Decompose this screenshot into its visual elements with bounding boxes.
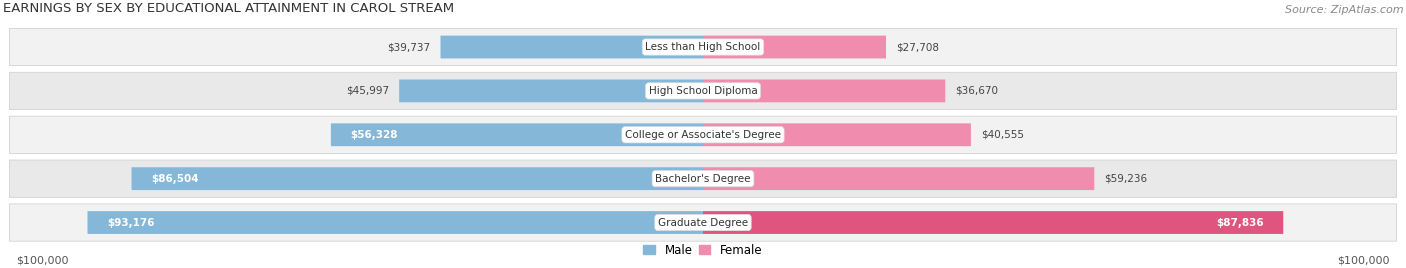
Text: $39,737: $39,737 xyxy=(388,42,430,52)
FancyBboxPatch shape xyxy=(10,160,1396,197)
Text: EARNINGS BY SEX BY EDUCATIONAL ATTAINMENT IN CAROL STREAM: EARNINGS BY SEX BY EDUCATIONAL ATTAINMEN… xyxy=(3,2,454,16)
FancyBboxPatch shape xyxy=(399,80,703,102)
FancyBboxPatch shape xyxy=(132,167,703,190)
Text: $45,997: $45,997 xyxy=(346,86,389,96)
FancyBboxPatch shape xyxy=(703,211,1284,234)
Text: $93,176: $93,176 xyxy=(107,218,155,228)
Text: College or Associate's Degree: College or Associate's Degree xyxy=(626,130,780,140)
FancyBboxPatch shape xyxy=(703,36,886,58)
FancyBboxPatch shape xyxy=(10,204,1396,241)
Text: $40,555: $40,555 xyxy=(981,130,1024,140)
FancyBboxPatch shape xyxy=(703,80,945,102)
Legend: Male, Female: Male, Female xyxy=(644,244,762,257)
FancyBboxPatch shape xyxy=(10,116,1396,153)
FancyBboxPatch shape xyxy=(703,167,1094,190)
FancyBboxPatch shape xyxy=(703,123,972,146)
Text: High School Diploma: High School Diploma xyxy=(648,86,758,96)
FancyBboxPatch shape xyxy=(87,211,703,234)
FancyBboxPatch shape xyxy=(10,28,1396,66)
Text: $59,236: $59,236 xyxy=(1104,174,1147,184)
Text: $27,708: $27,708 xyxy=(896,42,939,52)
FancyBboxPatch shape xyxy=(330,123,703,146)
Text: Less than High School: Less than High School xyxy=(645,42,761,52)
Text: Graduate Degree: Graduate Degree xyxy=(658,218,748,228)
Text: $56,328: $56,328 xyxy=(350,130,398,140)
Text: $87,836: $87,836 xyxy=(1216,218,1264,228)
FancyBboxPatch shape xyxy=(10,72,1396,110)
Text: Bachelor's Degree: Bachelor's Degree xyxy=(655,174,751,184)
Text: Source: ZipAtlas.com: Source: ZipAtlas.com xyxy=(1285,5,1403,16)
Text: $36,670: $36,670 xyxy=(955,86,998,96)
FancyBboxPatch shape xyxy=(440,36,703,58)
Text: $86,504: $86,504 xyxy=(152,174,200,184)
